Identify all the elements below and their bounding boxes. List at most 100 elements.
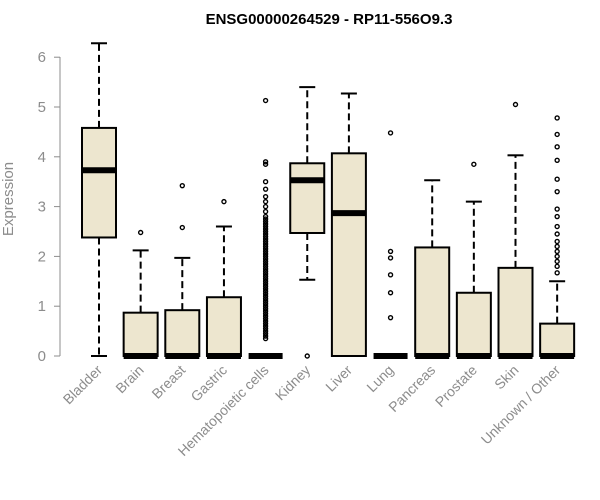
y-tick-label: 2: [38, 248, 46, 265]
outlier-point: [262, 323, 269, 329]
box-kidney: [289, 86, 326, 359]
box-series: [81, 42, 576, 359]
y-tick-label: 6: [38, 49, 46, 66]
outlier-point: [179, 224, 186, 231]
outlier-point: [471, 161, 477, 167]
outlier-point: [262, 308, 269, 314]
box-body: [539, 322, 576, 358]
outlier-point: [554, 131, 560, 138]
outlier-point: [262, 291, 269, 297]
x-tick-label: Liver: [322, 362, 355, 395]
outlier-point: [387, 272, 394, 278]
outlier-point: [262, 328, 269, 334]
outlier-point: [262, 178, 269, 185]
box-body: [414, 246, 451, 358]
outlier-point: [554, 176, 560, 182]
outlier-point: [262, 253, 269, 260]
outlier-point: [262, 296, 269, 302]
outlier-point: [262, 251, 269, 257]
outlier-point: [554, 263, 560, 270]
box-lung: [373, 130, 408, 359]
outlier-point: [262, 303, 269, 309]
outlier-point: [262, 298, 269, 304]
x-tick-label: Brain: [112, 362, 146, 396]
box-bladder: [81, 42, 117, 357]
x-tick-label: Unknown / Other: [478, 362, 564, 448]
box-liver: [330, 92, 367, 357]
outlier-point: [387, 130, 394, 136]
box-skin: [497, 101, 534, 359]
outlier-point: [262, 159, 269, 165]
x-tick-label: Breast: [148, 362, 188, 402]
outlier-point: [262, 288, 269, 294]
box-pancreas: [414, 179, 451, 359]
outlier-point: [262, 286, 269, 292]
y-tick-label: 4: [38, 149, 46, 166]
outlier-point: [262, 313, 269, 319]
outlier-point: [262, 216, 269, 222]
outlier-point: [512, 101, 519, 108]
outlier-point: [262, 315, 269, 322]
outlier-point: [554, 213, 560, 220]
outlier-point: [554, 188, 560, 195]
box-unknown-other: [539, 115, 576, 359]
outlier-point: [262, 305, 269, 312]
outlier-point: [262, 283, 269, 289]
outlier-point: [262, 261, 269, 267]
outlier-point: [262, 218, 269, 225]
x-tick-label: Lung: [363, 362, 396, 395]
outlier-point: [554, 144, 560, 150]
outlier-point: [554, 206, 560, 212]
outlier-point: [179, 182, 186, 189]
outlier-point: [262, 238, 269, 245]
outlier-point: [262, 241, 269, 247]
outlier-point: [304, 353, 310, 359]
outlier-point: [221, 198, 227, 205]
y-axis-ticks: 0 1 2 3 4 5 6: [38, 49, 60, 365]
outlier-point: [387, 248, 394, 255]
chart-title: ENSG00000264529 - RP11-556O9.3: [206, 11, 453, 28]
outlier-point: [387, 255, 394, 261]
outlier-point: [262, 231, 269, 237]
box-body: [330, 152, 367, 357]
box-breast: [164, 182, 201, 359]
outlier-point: [262, 193, 269, 200]
y-tick-label: 3: [38, 199, 46, 216]
box-body: [455, 291, 492, 357]
box-body: [497, 266, 534, 358]
outlier-point: [262, 266, 269, 272]
x-tick-label: Prostate: [432, 362, 480, 410]
outlier-point: [262, 310, 269, 317]
outlier-point: [262, 258, 269, 265]
outlier-point: [262, 268, 269, 275]
x-tick-label: Skin: [491, 362, 522, 393]
outlier-point: [262, 281, 269, 287]
outlier-point: [262, 335, 269, 342]
outlier-point: [262, 97, 269, 104]
outlier-point: [262, 325, 269, 332]
outlier-point: [262, 278, 269, 284]
box-gastric: [205, 198, 242, 359]
outlier-point: [262, 263, 269, 270]
outlier-point: [262, 213, 269, 220]
outlier-point: [262, 271, 269, 277]
box-body: [81, 126, 117, 239]
y-tick-label: 5: [38, 99, 46, 116]
outlier-point: [554, 270, 560, 276]
box-brain: [122, 229, 159, 359]
outlier-point: [262, 318, 269, 324]
x-tick-label: Bladder: [60, 362, 106, 408]
outlier-point: [554, 248, 560, 255]
box-body: [164, 309, 201, 357]
outlier-point: [387, 290, 394, 296]
outlier-point: [262, 223, 269, 230]
outlier-point: [262, 221, 269, 227]
outlier-point: [262, 186, 269, 192]
outlier-point: [262, 276, 269, 282]
outlier-point: [554, 243, 560, 250]
outlier-point: [554, 223, 560, 230]
y-tick-label: 0: [38, 348, 46, 365]
outlier-point: [262, 246, 269, 252]
outlier-point: [262, 233, 269, 240]
